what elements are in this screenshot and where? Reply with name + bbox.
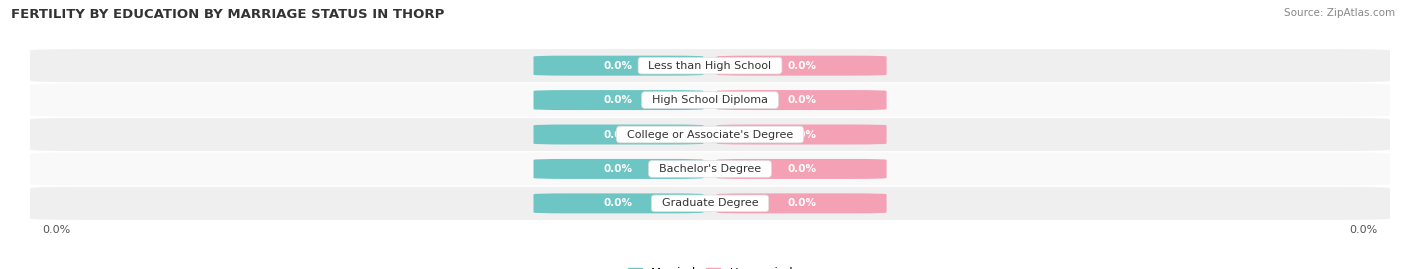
FancyBboxPatch shape	[30, 84, 1391, 116]
Legend: Married, Unmarried: Married, Unmarried	[627, 267, 793, 269]
FancyBboxPatch shape	[30, 187, 1391, 220]
FancyBboxPatch shape	[533, 159, 703, 179]
Text: 0.0%: 0.0%	[787, 198, 815, 208]
FancyBboxPatch shape	[30, 49, 1391, 82]
Text: 0.0%: 0.0%	[605, 198, 633, 208]
FancyBboxPatch shape	[717, 193, 887, 213]
FancyBboxPatch shape	[717, 90, 887, 110]
Text: Bachelor's Degree: Bachelor's Degree	[652, 164, 768, 174]
Text: 0.0%: 0.0%	[787, 164, 815, 174]
Text: 0.0%: 0.0%	[605, 129, 633, 140]
Text: Source: ZipAtlas.com: Source: ZipAtlas.com	[1284, 8, 1395, 18]
Text: 0.0%: 0.0%	[605, 164, 633, 174]
FancyBboxPatch shape	[533, 125, 703, 144]
FancyBboxPatch shape	[717, 159, 887, 179]
Text: Graduate Degree: Graduate Degree	[655, 198, 765, 208]
Text: Less than High School: Less than High School	[641, 61, 779, 71]
Text: 0.0%: 0.0%	[787, 61, 815, 71]
FancyBboxPatch shape	[30, 118, 1391, 151]
FancyBboxPatch shape	[533, 56, 703, 76]
FancyBboxPatch shape	[717, 56, 887, 76]
Text: College or Associate's Degree: College or Associate's Degree	[620, 129, 800, 140]
Text: 0.0%: 0.0%	[605, 61, 633, 71]
Text: 0.0%: 0.0%	[787, 95, 815, 105]
FancyBboxPatch shape	[533, 90, 703, 110]
FancyBboxPatch shape	[717, 125, 887, 144]
Text: High School Diploma: High School Diploma	[645, 95, 775, 105]
Text: 0.0%: 0.0%	[787, 129, 815, 140]
Text: 0.0%: 0.0%	[605, 95, 633, 105]
Text: FERTILITY BY EDUCATION BY MARRIAGE STATUS IN THORP: FERTILITY BY EDUCATION BY MARRIAGE STATU…	[11, 8, 444, 21]
FancyBboxPatch shape	[30, 153, 1391, 185]
FancyBboxPatch shape	[533, 193, 703, 213]
